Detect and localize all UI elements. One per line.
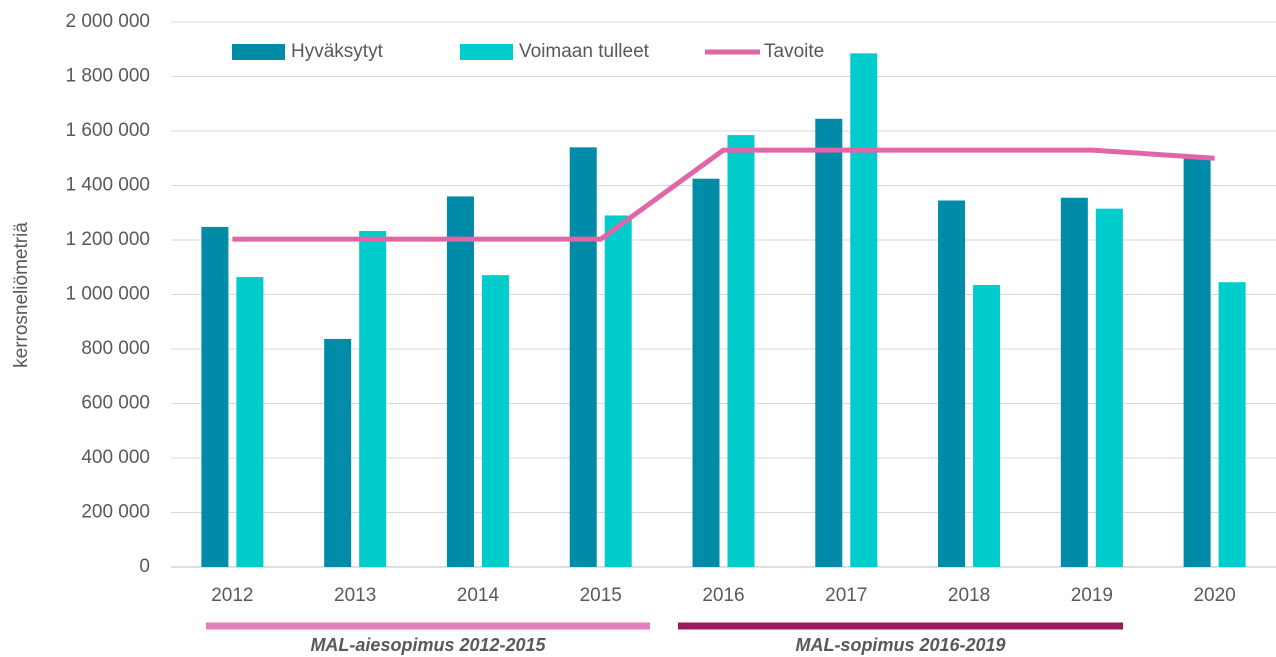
legend-label: Hyväksytyt — [291, 41, 384, 62]
bar — [938, 200, 966, 568]
y-tick-label: 1 000 000 — [65, 284, 150, 305]
legend-label: Voimaan tulleet — [519, 41, 650, 62]
line — [232, 147, 1215, 242]
x-tick-label: 2019 — [1071, 585, 1113, 606]
bar — [973, 284, 1001, 567]
bar — [1218, 282, 1246, 567]
bar — [359, 231, 387, 567]
x-tick-label: 2020 — [1193, 585, 1235, 606]
x-tick-label: 2017 — [825, 585, 867, 606]
x-tick-label: 2018 — [948, 585, 990, 606]
x-tick-label: 2013 — [334, 585, 376, 606]
bar — [850, 53, 878, 567]
legend-swatch — [232, 44, 285, 60]
y-tick-label: 1 800 000 — [65, 66, 150, 87]
bar — [236, 277, 264, 567]
bar — [727, 135, 755, 567]
bar — [692, 178, 720, 567]
legend-label: Tavoite — [764, 41, 824, 62]
x-tick-label: 2014 — [457, 585, 500, 606]
bar — [1060, 197, 1088, 567]
period-label: MAL-aiesopimus 2012-2015 — [310, 635, 546, 655]
bar — [604, 215, 632, 567]
y-tick-label: 800 000 — [81, 338, 150, 359]
bar — [815, 118, 843, 568]
bar — [569, 147, 597, 567]
y-tick-label: 400 000 — [81, 447, 150, 468]
y-tick-label: 1 200 000 — [65, 229, 150, 250]
y-tick-label: 200 000 — [81, 502, 150, 523]
y-tick-label: 600 000 — [81, 393, 150, 414]
y-tick-label: 0 — [139, 556, 150, 577]
x-tick-label: 2015 — [580, 585, 622, 606]
y-tick-label: 2 000 000 — [65, 11, 150, 32]
y-tick-label: 1 600 000 — [65, 120, 150, 141]
period-label: MAL-sopimus 2016-2019 — [795, 635, 1005, 655]
bar — [324, 338, 352, 567]
y-tick-label: 1 400 000 — [65, 175, 150, 196]
bar — [1183, 158, 1211, 567]
x-tick-label: 2016 — [702, 585, 744, 606]
legend-swatch — [460, 44, 513, 60]
bar — [446, 196, 474, 567]
bar — [481, 275, 509, 567]
bar — [201, 226, 229, 568]
x-tick-label: 2012 — [211, 585, 253, 606]
bar — [1095, 208, 1123, 567]
y-axis-label: kerrosneliömetriä — [11, 222, 32, 368]
